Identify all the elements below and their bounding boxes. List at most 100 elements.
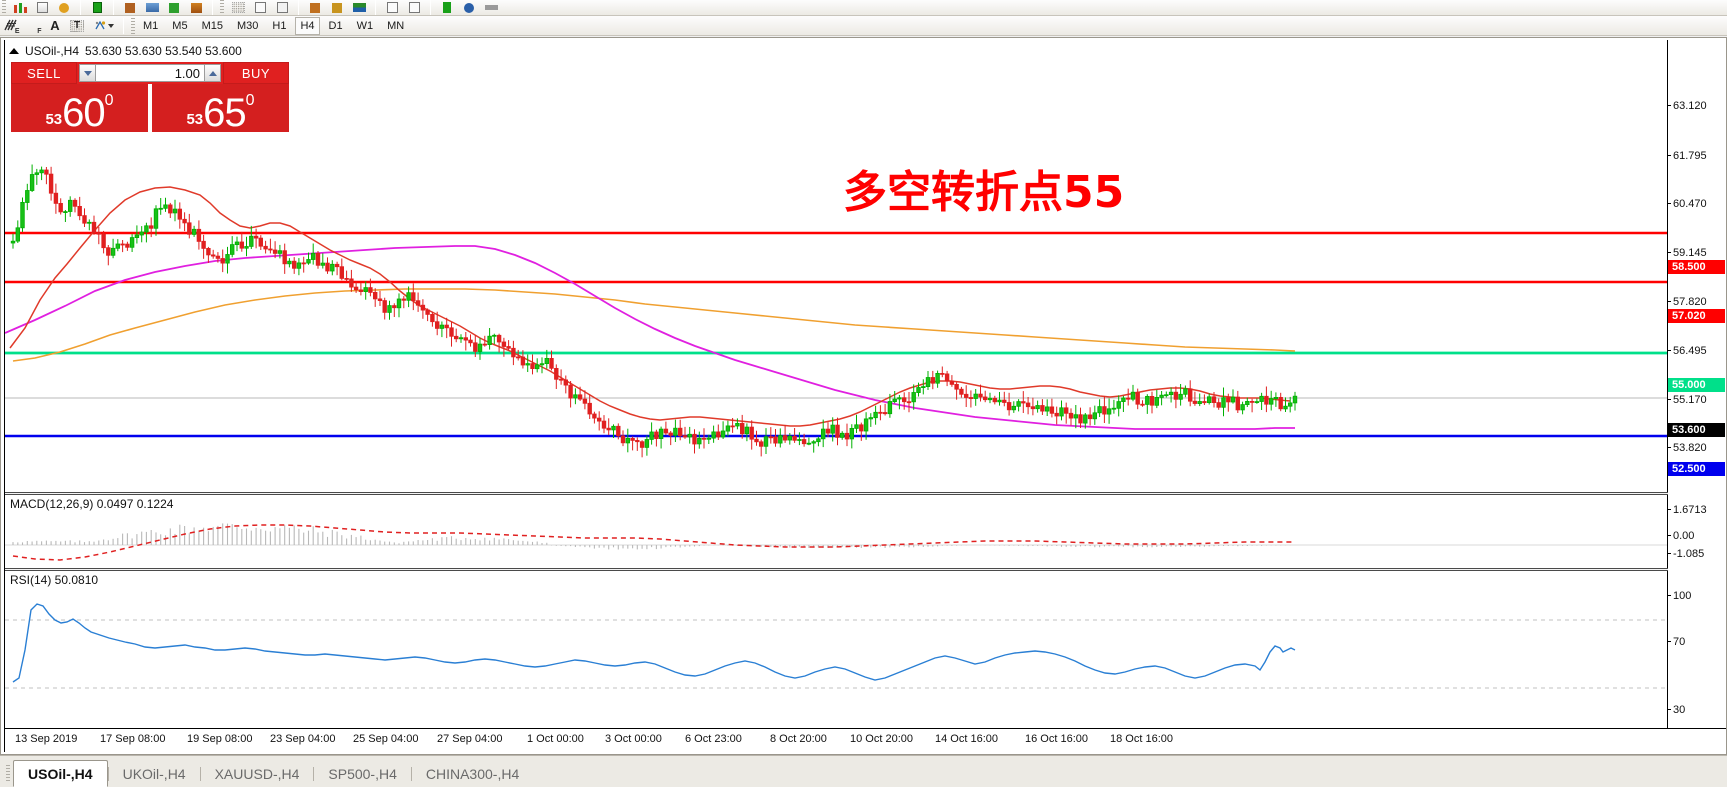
candle-body [1145,395,1150,405]
macd-signal-line [12,524,1295,561]
candle-body [554,367,559,380]
objects-list-icon[interactable] [88,17,118,35]
text-label-icon[interactable]: T [66,17,88,35]
one-click-trading-panel[interactable]: SELL 1.00 BUY 53 60 0 53 [11,62,289,132]
chart-window[interactable]: USOil-,H4 53.630 53.630 53.540 53.600 SE… [0,37,1727,755]
timeframe-button-m1[interactable]: M1 [143,19,159,32]
time-axis-label: 6 Oct 23:00 [685,733,742,745]
candle-body [582,398,588,404]
timeframe-button-w1[interactable]: W1 [356,19,374,32]
chart-toolbar-icon[interactable] [9,0,31,15]
timeframe-button-mn[interactable]: MN [387,19,405,32]
candle-body [125,243,130,248]
candlestick-series[interactable] [10,164,1298,458]
candle-body [611,425,616,431]
expert-advisor-icon[interactable] [271,0,293,15]
candle-body [906,401,912,404]
volume-stepper[interactable]: 1.00 [77,62,223,84]
volume-decrement-button[interactable] [79,64,96,82]
indicators-icon[interactable] [86,0,108,15]
chart-canvas-area[interactable]: USOil-,H4 53.630 53.630 53.540 53.600 SE… [4,40,1726,752]
chevron-down-icon[interactable] [107,23,114,28]
bar-chart-icon[interactable] [436,0,458,15]
chart-tab-china300h4[interactable]: CHINA300-,H4 [425,766,520,782]
timeframe-button-h1[interactable]: H1 [272,19,287,32]
timeframe-button-m15[interactable]: M15 [201,19,223,32]
sell-button[interactable]: SELL [11,62,77,84]
collapse-triangle-icon[interactable] [9,48,19,54]
new-order-icon[interactable] [31,0,53,15]
candle-body [1226,397,1231,403]
autotrading-icon[interactable] [53,0,75,15]
timeframe-button-m5[interactable]: M5 [172,19,188,32]
macd-pane-divider[interactable] [5,492,1668,495]
one-click-trading-controls: SELL 1.00 BUY [11,62,289,84]
terminal-icon[interactable] [185,0,207,15]
zoom-out-icon[interactable] [403,0,425,15]
tab-bar-grip[interactable] [6,765,10,783]
candle-body [778,435,783,444]
price-axis-label-58-500[interactable]: 58.500 [1668,260,1725,274]
candle-body [525,363,530,366]
candle-body [692,433,697,445]
rsi-pane-divider[interactable] [5,568,1668,571]
chart-tab-xauusdh4[interactable]: XAUUSD-,H4 [214,766,300,782]
properties-icon[interactable] [480,0,502,15]
price-axis-label-55-000[interactable]: 55.000 [1668,378,1725,392]
zoom-in-icon[interactable] [381,0,403,15]
timeframe-button-m30[interactable]: M30 [236,19,259,32]
navigator-icon[interactable] [119,0,141,15]
candle-body [949,380,955,385]
text-icon[interactable]: A [44,17,66,35]
time-axis-label: 14 Oct 16:00 [935,733,998,745]
buy-button[interactable]: BUY [223,62,289,84]
macd-plot[interactable] [5,512,1668,567]
price-axis-label-53-600[interactable]: 53.600 [1668,423,1725,437]
candle-body [301,262,306,265]
buy-price-display[interactable]: 53 65 0 [152,84,289,132]
candle-body [310,252,316,260]
timeframe-button-h4[interactable]: H4 [295,16,320,35]
candle-body [1207,396,1212,403]
expert-advisors-icon[interactable]: E [0,17,22,35]
crosshair-icon[interactable] [348,0,370,15]
candle-body [430,313,435,323]
candle-body [258,237,263,247]
chart-tab-sp500h4[interactable]: SP500-,H4 [328,766,397,782]
candle-body [463,337,468,341]
candle-body [487,335,492,346]
candle-body [82,215,87,224]
sell-price-display[interactable]: 53 60 0 [11,84,148,132]
timeframe-button-d1[interactable]: D1 [328,19,343,32]
candle-body [439,324,445,329]
candle-body [182,218,187,224]
chart-tab-ukoilh4[interactable]: UKOil-,H4 [122,766,186,782]
volume-increment-button[interactable] [204,64,221,82]
toolbar-grip-2[interactable] [220,0,224,15]
macd-axis[interactable]: 1.6713 0.00 -1.085 [1667,492,1725,567]
indicator-list-icon[interactable]: F [22,17,44,35]
chart-tab-usoilh4[interactable]: USOil-,H4 [13,760,108,787]
candle-body [129,237,135,248]
strategy-tester-icon[interactable] [227,0,249,15]
data-window-icon[interactable] [163,0,185,15]
chart-annotation-text[interactable]: 多空转折点55 [843,167,1125,218]
rsi-plot[interactable] [5,590,1668,720]
price-axis-label-52-500[interactable]: 52.500 [1668,462,1725,476]
templates-icon[interactable] [304,0,326,15]
timeframe-toolbar-grip[interactable] [131,17,135,34]
candle-body [597,417,602,422]
time-axis[interactable]: 13 Sep 2019 17 Sep 08:00 19 Sep 08:00 23 Se… [5,728,1726,752]
price-axis-label-57-020[interactable]: 57.020 [1668,309,1725,323]
objects-icon[interactable] [326,0,348,15]
candle-body [782,435,788,441]
metaeditor-icon[interactable] [249,0,271,15]
toolbar-grip[interactable] [2,0,6,15]
rsi-axis[interactable]: 100 70 30 [1667,568,1725,728]
price-chart-plot[interactable] [5,48,1668,492]
globe-icon[interactable] [458,0,480,15]
market-watch-icon[interactable] [141,0,163,15]
candle-body [1269,398,1274,405]
volume-input[interactable]: 1.00 [96,64,204,82]
